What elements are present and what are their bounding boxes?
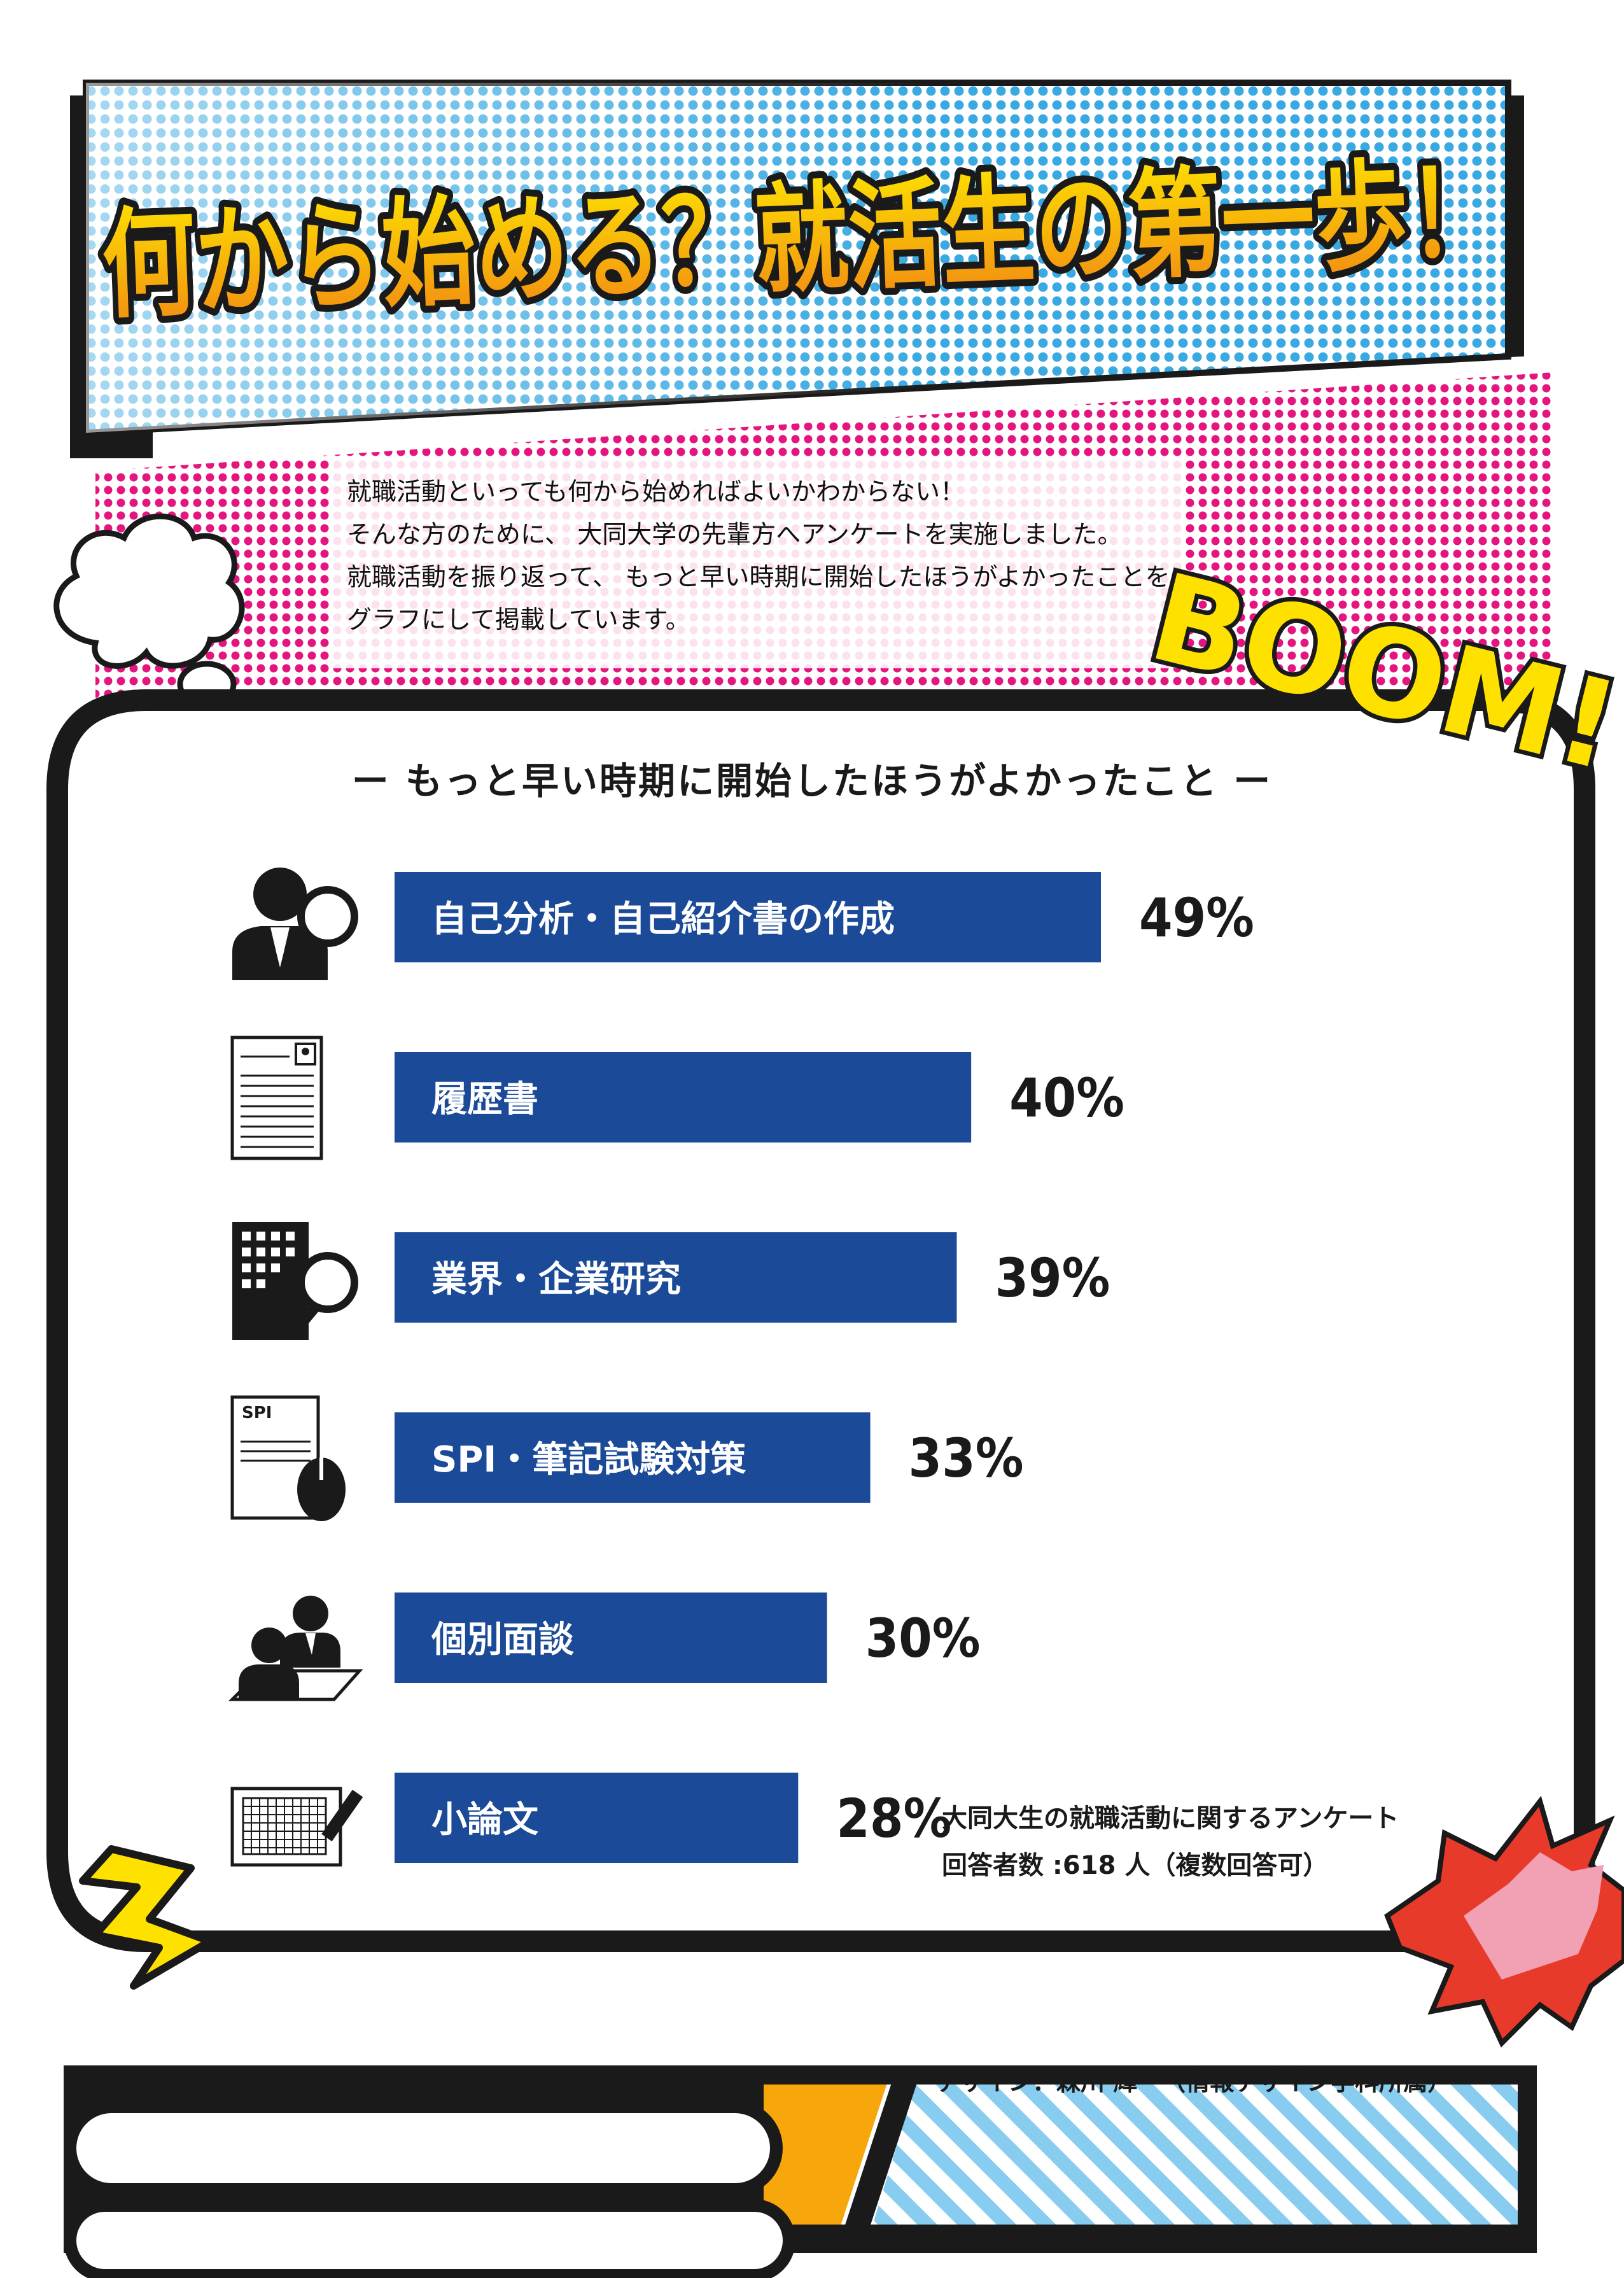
spi-icon-label: SPI (242, 1403, 272, 1423)
bottom-pill-upper (64, 2100, 783, 2196)
burst-decoration (1384, 1796, 1624, 2048)
resume-icon (230, 1036, 323, 1160)
bar-4 (395, 1412, 871, 1503)
bar-3 (395, 1232, 957, 1323)
intro-line-3: 就職活動を振り返って、 もっと早い時期に開始したほうがよかったことを (347, 563, 1170, 592)
survey-source: 大同大生の就職活動に関するアンケート 回答者数 :618 人（複数回答可） (942, 1795, 1399, 1889)
intro-line-2: そんな方のために、 大同大学の先輩方へアンケートを実施しました。 (347, 521, 1123, 549)
chart-title: ー もっと早い時期に開始したほうがよかったこと ー (351, 759, 1273, 803)
bar-value-1: 49% (1139, 887, 1254, 949)
lightning-bolt-icon (79, 1845, 214, 1990)
bottom-frame-right (1518, 2065, 1537, 2253)
bottom-stripe-panel (872, 2081, 1524, 2228)
bar-value-5: 30% (865, 1607, 981, 1670)
bar-value-4: 33% (909, 1427, 1024, 1489)
person-magnifier-icon (232, 868, 358, 980)
bar-2 (395, 1052, 972, 1143)
interview-icon (228, 1596, 363, 1701)
intro-text: 就職活動といっても何から始めればよいかわからない！ そんな方のために、 大同大学… (347, 471, 1174, 642)
intro-white-band (331, 458, 1184, 668)
bar-chart: 自己分析・自己紹介書の作成 49% 履歴書 40% 業界・企業研究 39% SPI・筆記試験… (395, 872, 1254, 1863)
bar-label-1: 自己分析・自己紹介書の作成 (431, 899, 895, 940)
bottom-frame-lines (840, 2065, 923, 2240)
bar-value-3: 39% (995, 1247, 1110, 1309)
essay-grid-icon (230, 1787, 363, 1867)
intro-line-4: グラフにして掲載しています。 (347, 606, 690, 635)
bar-label-5: 個別面談 (431, 1619, 574, 1661)
spi-test-icon: SPI (230, 1395, 346, 1521)
bar-label-2: 履歴書 (431, 1079, 538, 1120)
survey-source-line-1: 大同大生の就職活動に関するアンケート (942, 1804, 1399, 1833)
bar-5 (395, 1592, 827, 1683)
building-magnifier-icon (232, 1222, 358, 1340)
header-blue-fade (86, 83, 1508, 433)
bar-value-2: 40% (1009, 1067, 1124, 1129)
bar-1 (395, 872, 1101, 962)
intro-line-1: 就職活動といっても何から始めればよいかわからない！ (347, 478, 965, 507)
bar-value-6: 28% (836, 1787, 951, 1850)
bar-label-3: 業界・企業研究 (431, 1259, 681, 1300)
survey-source-line-2: 回答者数 :618 人（複数回答可） (942, 1851, 1329, 1880)
bar-6 (395, 1773, 799, 1863)
thought-cloud-icon (53, 513, 245, 708)
bottom-orange-panel (751, 2072, 891, 2228)
bar-label-6: 小論文 (431, 1799, 538, 1841)
bar-label-4: SPI・筆記試験対策 (431, 1439, 746, 1480)
design-credit: デザイン：森川 輝一（情報デザイン学科所属） (935, 2067, 1452, 2096)
bottom-pill-lower (64, 2199, 795, 2278)
